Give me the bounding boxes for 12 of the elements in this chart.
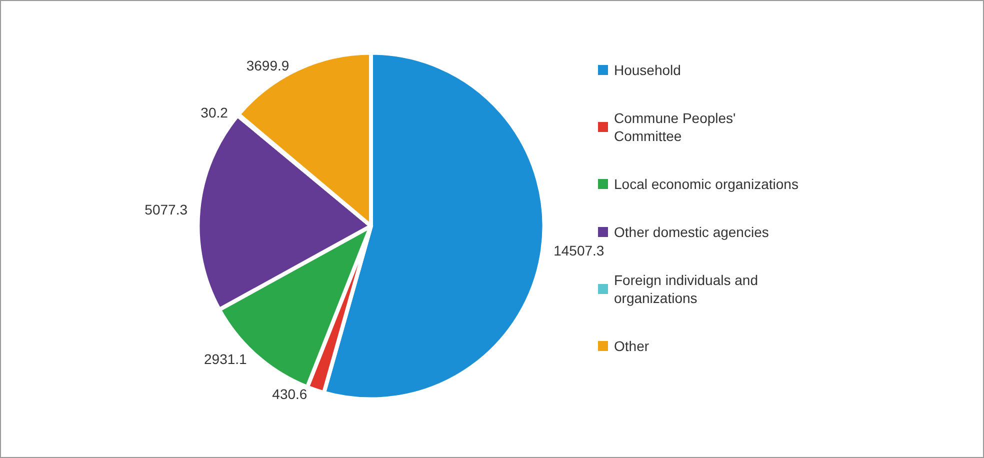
- legend-label: Foreign individuals and organizations: [614, 272, 762, 306]
- data-label: 430.6: [272, 386, 308, 402]
- legend-label: Household: [614, 62, 681, 78]
- legend-label: Other domestic agencies: [614, 224, 769, 240]
- data-label: 14507.3: [554, 242, 604, 258]
- legend-label: Local economic organizations: [614, 176, 798, 192]
- legend-label: Commune Peoples' Committee: [614, 110, 740, 144]
- data-label: 5077.3: [144, 201, 188, 218]
- data-label: 2931.1: [204, 351, 248, 368]
- data-label: 30.2: [200, 104, 228, 120]
- data-label: 3699.9: [246, 57, 290, 74]
- legend-label: Other: [614, 338, 650, 354]
